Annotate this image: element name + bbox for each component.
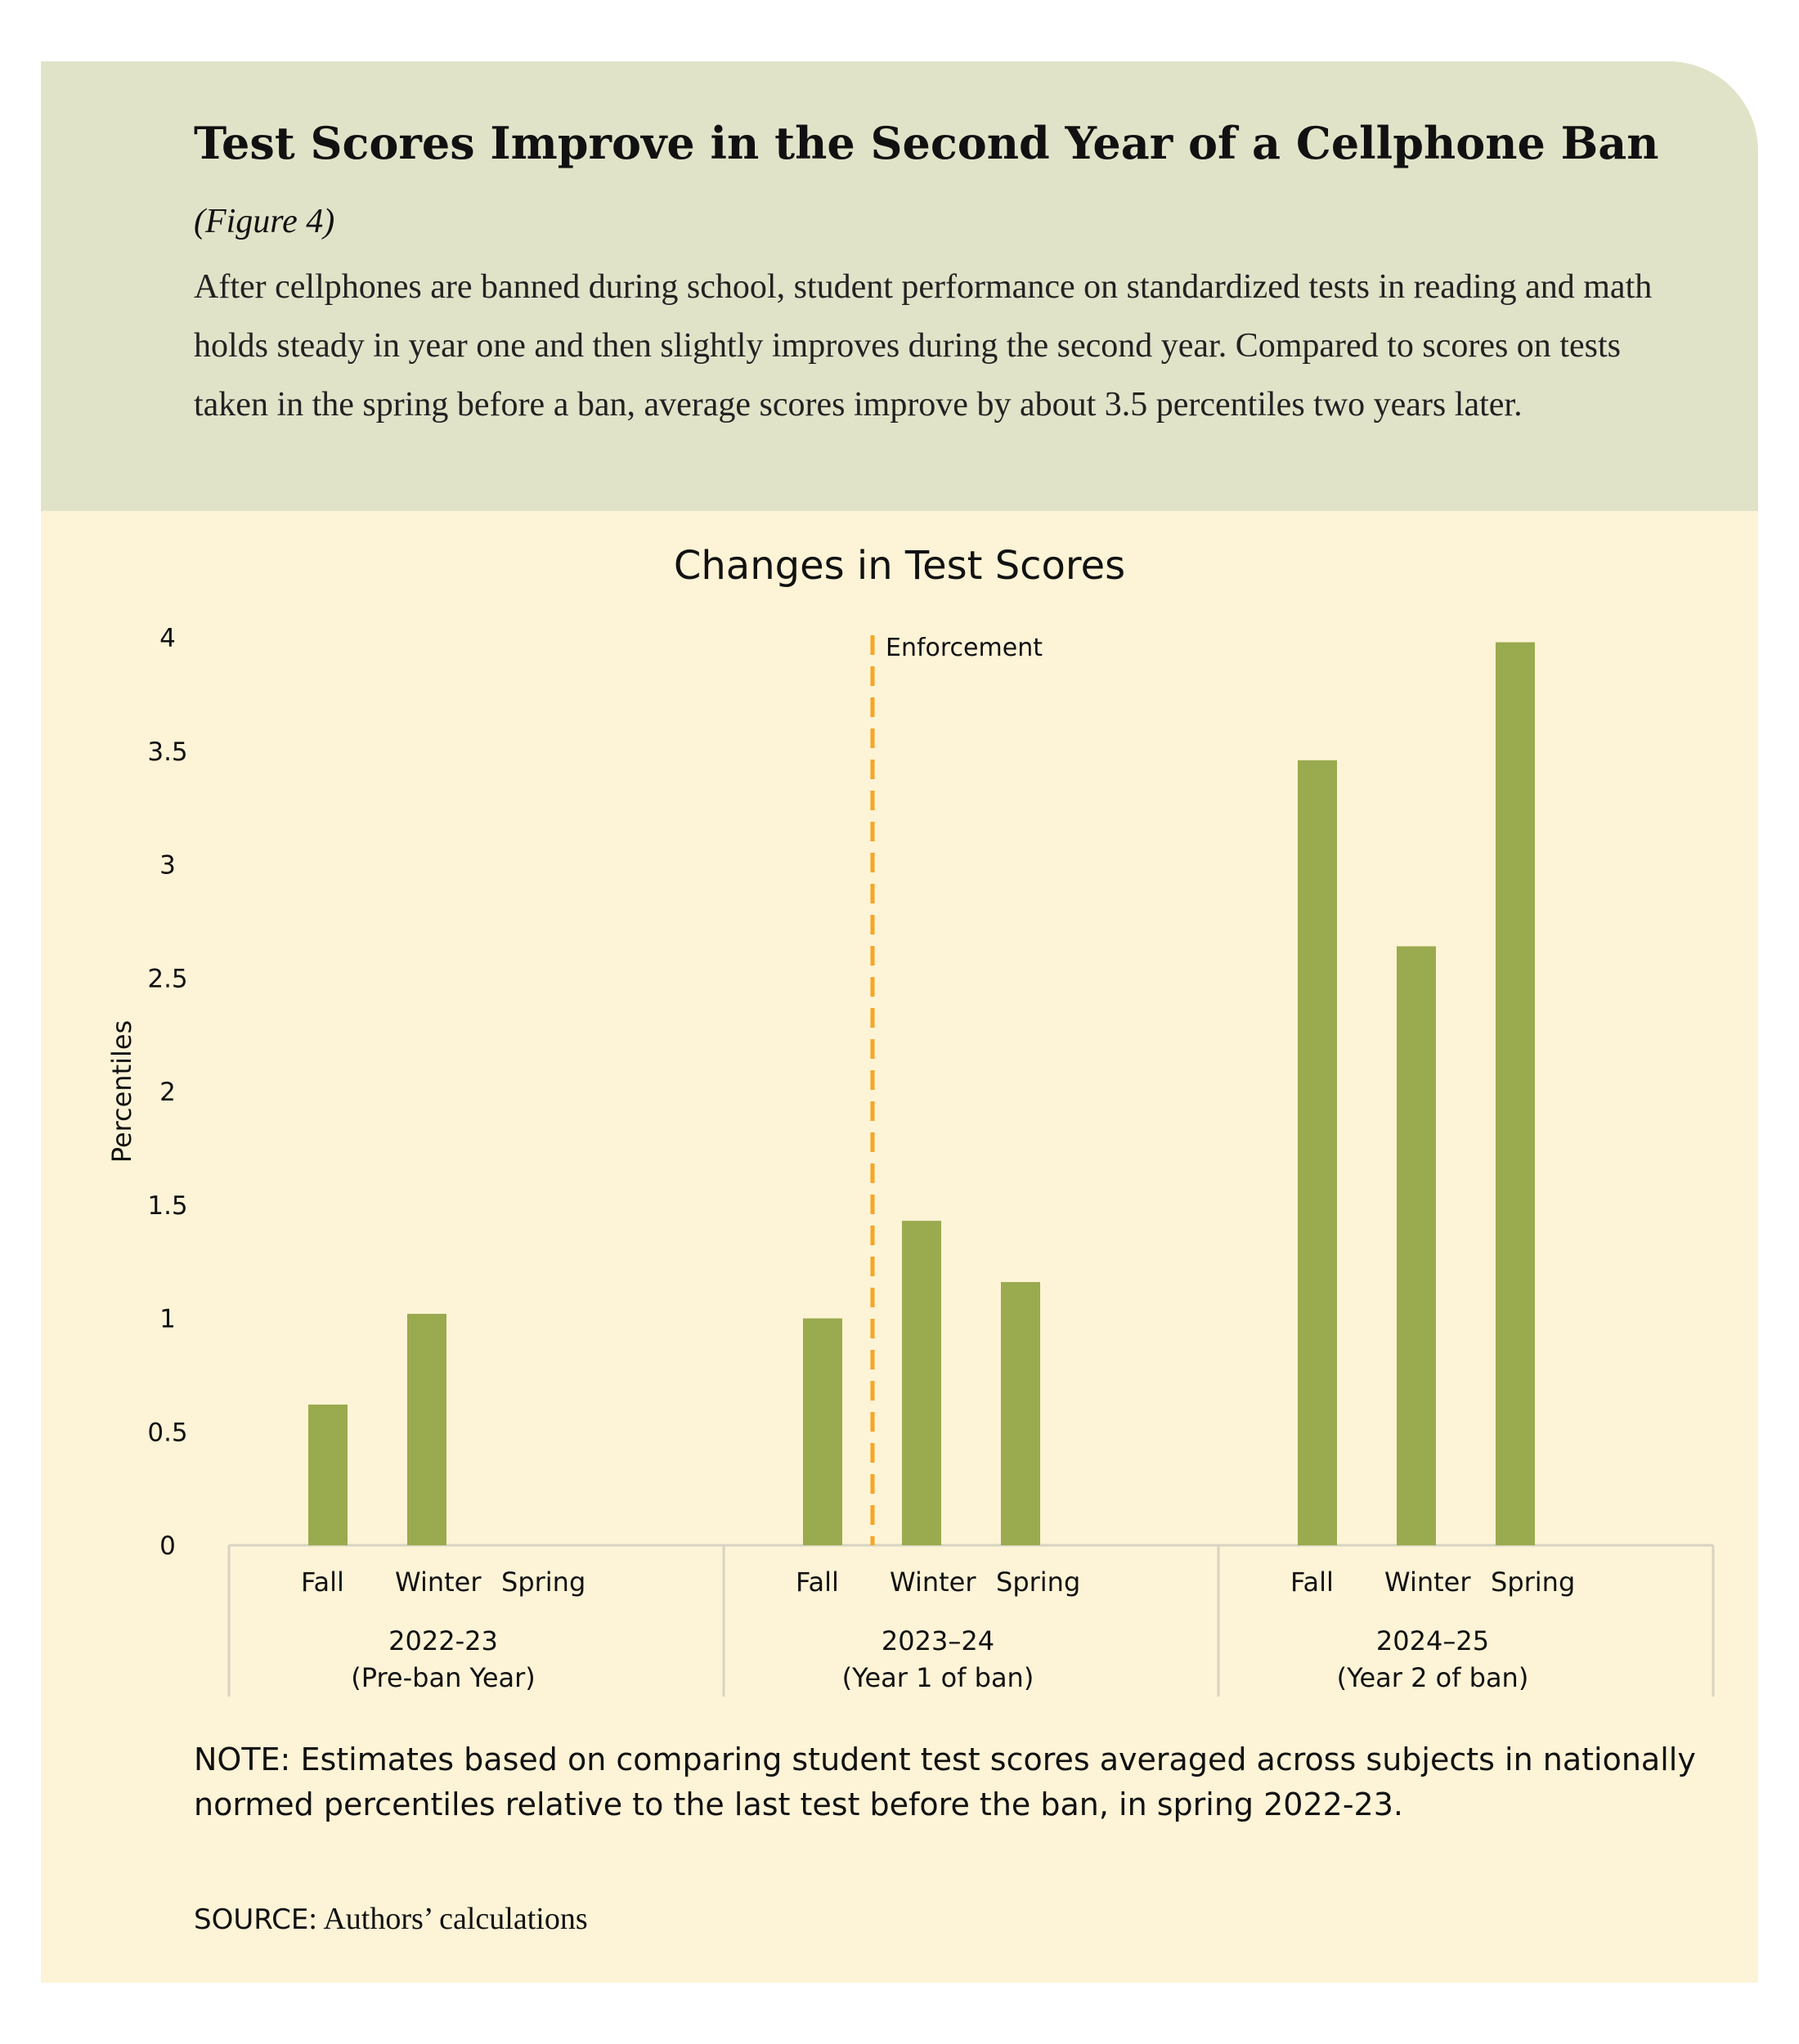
y-tick-label: 2 [159,1078,176,1107]
category-label: Winter [395,1567,482,1598]
source-text: : Authors’ calculations [308,1902,588,1936]
figure-note: NOTE: Estimates based on comparing stude… [194,1741,1696,1822]
category-label: Winter [890,1567,976,1598]
bar [308,1404,348,1545]
enforcement-label: Enforcement [886,634,1043,662]
figure-source: SOURCE: Authors’ calculations [194,1901,588,1937]
bar [1397,946,1436,1545]
category-label: Fall [1290,1567,1334,1598]
category-label: Spring [1491,1567,1575,1598]
bars [308,642,1535,1545]
y-tick-label: 0.5 [147,1418,187,1447]
y-axis-ticks: 0 0.5 1 1.5 2 2.5 3 3.5 4 [147,624,187,1561]
category-label: Fall [301,1567,344,1598]
figure-card: Test Scores Improve in the Second Year o… [41,61,1758,1983]
bar [902,1221,941,1545]
y-tick-label: 1 [159,1305,176,1334]
bar-chart: Changes in Test Scores Percentiles 0 0.5 1… [106,543,1715,1697]
y-tick-label: 3 [159,851,176,881]
y-axis-label: Percentiles [106,1020,137,1163]
group-sublabel: (Year 1 of ban) [842,1662,1034,1693]
bar [407,1313,446,1545]
y-tick-label: 3.5 [147,737,187,767]
figure-reference: (Figure 4) [194,203,335,240]
x-axis [227,1544,1715,1697]
enforcement-line: Enforcement [870,634,1043,1545]
category-label: Fall [796,1567,839,1598]
bar [1496,642,1535,1545]
bar [803,1318,842,1545]
group-label: 2023–24 [882,1625,994,1656]
group-label: 2024–25 [1376,1625,1489,1656]
source-label: SOURCE [194,1903,309,1936]
bar [1001,1282,1040,1545]
category-label: Spring [501,1567,585,1598]
bar [1298,760,1337,1545]
figure-header: Test Scores Improve in the Second Year o… [41,61,1758,511]
group-sublabel: (Year 2 of ban) [1337,1662,1529,1693]
figure-description: After cellphones are banned during schoo… [194,268,1653,424]
figure-title: Test Scores Improve in the Second Year o… [194,106,1666,258]
chart-title: Changes in Test Scores [674,543,1125,589]
group-label: 2022-23 [388,1625,498,1656]
y-tick-label: 4 [159,624,176,653]
category-label: Winter [1384,1567,1471,1598]
y-tick-label: 2.5 [147,964,187,993]
group-sublabel: (Pre-ban Year) [351,1662,536,1693]
title-text: Test Scores Improve in the Second Year o… [194,117,1659,169]
y-tick-label: 0 [159,1531,176,1561]
y-tick-label: 1.5 [147,1191,187,1221]
category-label: Spring [996,1567,1080,1598]
